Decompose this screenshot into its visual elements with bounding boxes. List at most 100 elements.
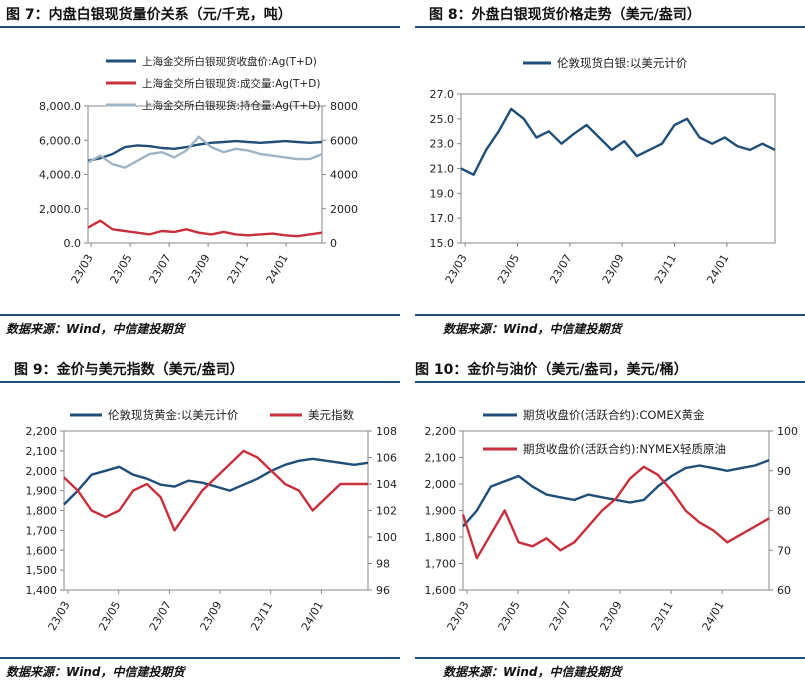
y-tick-label: 1,900 bbox=[26, 485, 58, 498]
x-tick-label: 23/11 bbox=[649, 599, 676, 633]
x-tick-label: 23/07 bbox=[547, 599, 574, 633]
source-rule bbox=[0, 314, 400, 316]
legend-label: 上海金交所白银现货:持仓量:Ag(T+D) bbox=[142, 99, 320, 112]
figure-10-panel: 图 10：金价与油价（美元/盎司，美元/桶） 1,600 1,700 1,800 1,… bbox=[403, 341, 805, 682]
figure-7-panel: 图 7：内盘白银现货量价关系（元/千克，吨） 0.0 2,000.0 4,000.0… bbox=[0, 0, 402, 341]
y-tick-label: 1,500 bbox=[26, 564, 58, 577]
x-tick-label: 23/09 bbox=[598, 599, 625, 633]
y-tick-label: 4,000.0 bbox=[39, 169, 81, 182]
figure-title: 图 7：内盘白银现货量价关系（元/千克，吨） bbox=[6, 7, 292, 23]
y-tick-label: 19.0 bbox=[430, 187, 455, 200]
series-line bbox=[87, 219, 323, 238]
plot-frame bbox=[63, 430, 369, 591]
chart-figure-7: 0.0 2,000.0 4,000.0 6,000.0 8,000.0 0 2000 4000… bbox=[39, 55, 358, 286]
x-tick-label: 23/03 bbox=[69, 252, 96, 286]
y-tick-label: 2,000.0 bbox=[39, 203, 81, 216]
title-rule bbox=[415, 26, 805, 28]
y-tick-label: 27.0 bbox=[430, 88, 455, 101]
legend-label: 期货收盘价(活跃合约):NYMEX轻质原油 bbox=[523, 442, 726, 456]
y2-tick-label: 100 bbox=[777, 425, 798, 438]
y2-tick-label: 4000 bbox=[330, 169, 358, 182]
x-tick-label: 24/01 bbox=[704, 252, 731, 286]
series-line bbox=[460, 107, 776, 176]
legend-label: 期货收盘价(活跃合约):COMEX黄金 bbox=[523, 408, 705, 422]
y-tick-label: 1,600 bbox=[26, 544, 58, 557]
y-tick-label: 1,600 bbox=[425, 584, 457, 597]
y-tick-label: 2,000 bbox=[26, 465, 58, 478]
y2-tick-label: 102 bbox=[376, 505, 397, 518]
figure-9-panel: 图 9：金价与美元指数（美元/盎司） 1,400 1,500 1,600 1,700 1… bbox=[0, 341, 402, 682]
x-tick-label: 23/07 bbox=[147, 599, 174, 633]
figure-title: 图 9：金价与美元指数（美元/盎司） bbox=[14, 362, 244, 378]
source-rule bbox=[415, 314, 805, 316]
y-tick-label: 1,400 bbox=[26, 584, 58, 597]
x-tick-label: 23/05 bbox=[108, 252, 135, 286]
x-tick-label: 23/05 bbox=[496, 599, 523, 633]
y-tick-label: 0.0 bbox=[64, 237, 82, 250]
y2-tick-label: 2000 bbox=[330, 203, 358, 216]
series-line bbox=[87, 135, 323, 169]
y2-tick-label: 96 bbox=[376, 584, 390, 597]
series-line bbox=[87, 139, 323, 162]
x-tick-label: 24/01 bbox=[700, 599, 727, 633]
title-rule bbox=[415, 381, 805, 383]
y-tick-label: 1,700 bbox=[26, 524, 58, 537]
source-note: 数据来源：Wind，中信建投期货 bbox=[443, 322, 622, 336]
y-tick-label: 25.0 bbox=[430, 113, 455, 126]
source-note: 数据来源：Wind，中信建投期货 bbox=[6, 322, 185, 336]
y2-tick-label: 8000 bbox=[330, 100, 358, 113]
x-tick-label: 23/07 bbox=[147, 252, 174, 286]
y-tick-label: 15.0 bbox=[430, 237, 455, 250]
chart-figure-8: 15.0 17.0 19.0 21.0 23.0 25.0 27.0 23/03 23/05 23… bbox=[430, 56, 776, 286]
y2-tick-label: 60 bbox=[777, 584, 791, 597]
y2-tick-label: 108 bbox=[376, 425, 397, 438]
figure-title: 图 10：金价与油价（美元/盎司，美元/桶） bbox=[415, 362, 688, 378]
y-tick-label: 1,700 bbox=[425, 558, 457, 571]
legend-label: 上海金交所白银现货收盘价:Ag(T+D) bbox=[142, 55, 317, 68]
source-rule bbox=[415, 657, 805, 659]
legend-label: 上海金交所白银现货:成交量:Ag(T+D) bbox=[142, 77, 320, 90]
chart-figure-9: 1,400 1,500 1,600 1,700 1,800 1,900 2,000 2,100… bbox=[26, 408, 398, 633]
series-line bbox=[63, 449, 368, 532]
x-tick-label: 24/01 bbox=[299, 599, 326, 633]
y-tick-label: 23.0 bbox=[430, 138, 455, 151]
x-tick-label: 23/07 bbox=[547, 252, 574, 286]
x-tick-label: 23/03 bbox=[445, 599, 472, 633]
x-tick-label: 23/05 bbox=[96, 599, 123, 633]
source-note: 数据来源：Wind，中信建投期货 bbox=[6, 665, 185, 679]
source-note: 数据来源：Wind，中信建投期货 bbox=[443, 665, 622, 679]
figure-title: 图 8：外盘白银现货价格走势（美元/盎司） bbox=[429, 7, 701, 23]
x-tick-label: 23/03 bbox=[443, 252, 470, 286]
source-rule bbox=[0, 657, 400, 659]
y-tick-label: 1,900 bbox=[425, 505, 457, 518]
title-rule bbox=[0, 26, 400, 28]
x-tick-label: 23/05 bbox=[495, 252, 522, 286]
legend-label: 伦敦现货白银:以美元计价 bbox=[557, 56, 688, 70]
y-tick-label: 17.0 bbox=[430, 212, 455, 225]
y2-tick-label: 0 bbox=[330, 237, 337, 250]
legend-label: 美元指数 bbox=[308, 408, 354, 422]
y2-tick-label: 90 bbox=[777, 465, 791, 478]
y-tick-label: 2,200 bbox=[425, 425, 457, 438]
series-line bbox=[461, 465, 770, 560]
y-tick-label: 1,800 bbox=[26, 505, 58, 518]
y2-tick-label: 106 bbox=[376, 452, 397, 465]
y2-tick-label: 6000 bbox=[330, 134, 358, 147]
chart-figure-10: 1,600 1,700 1,800 1,900 2,000 2,100 2,200 60 70 8… bbox=[425, 408, 799, 633]
y-tick-label: 1,800 bbox=[425, 531, 457, 544]
x-tick-label: 23/09 bbox=[600, 252, 627, 286]
x-tick-label: 23/11 bbox=[652, 252, 679, 286]
figure-8-panel: 图 8：外盘白银现货价格走势（美元/盎司） 15.0 17.0 19.0 21.0 23… bbox=[403, 0, 805, 341]
x-tick-label: 23/03 bbox=[46, 599, 73, 633]
y-tick-label: 2,200 bbox=[26, 425, 58, 438]
legend-label: 伦敦现货黄金:以美元计价 bbox=[108, 408, 239, 422]
y-tick-label: 2,100 bbox=[425, 452, 457, 465]
series-line bbox=[63, 457, 369, 506]
plot-frame bbox=[87, 105, 323, 244]
y-tick-label: 8,000.0 bbox=[39, 100, 81, 113]
y-tick-label: 6,000.0 bbox=[39, 134, 81, 147]
y-tick-label: 2,100 bbox=[26, 445, 58, 458]
x-tick-label: 23/11 bbox=[248, 599, 275, 633]
y2-tick-label: 80 bbox=[777, 505, 791, 518]
y2-tick-label: 100 bbox=[376, 531, 397, 544]
